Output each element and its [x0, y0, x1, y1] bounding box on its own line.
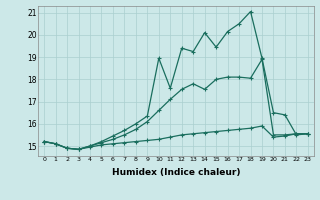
X-axis label: Humidex (Indice chaleur): Humidex (Indice chaleur) — [112, 168, 240, 177]
